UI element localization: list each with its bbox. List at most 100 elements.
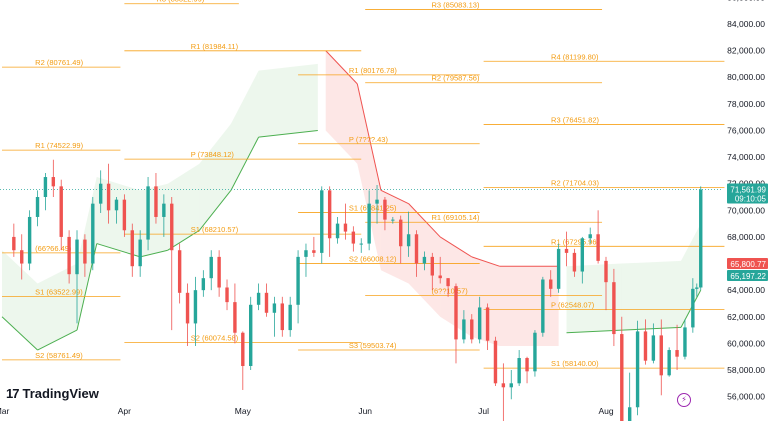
candle-down[interactable] [612,282,616,335]
candle-up[interactable] [406,234,411,247]
candle-down[interactable] [493,340,498,384]
candle-up[interactable] [320,190,324,253]
candle-up[interactable] [509,383,513,388]
candle-down[interactable] [217,256,221,288]
candle-up[interactable] [580,238,585,272]
candle-down[interactable] [351,231,356,244]
candle-down[interactable] [643,331,648,361]
candle-down[interactable] [470,319,474,340]
candle-down[interactable] [170,203,174,251]
candle-down[interactable] [177,250,182,293]
candle-down[interactable] [525,358,529,372]
candle-up[interactable] [359,243,363,245]
candle-up[interactable] [27,216,32,264]
candle-up[interactable] [146,186,150,240]
price-tag-countdown: 09:10:05 [735,195,767,204]
candle-down[interactable] [130,230,134,267]
candle-up[interactable] [462,319,466,340]
candle-down[interactable] [154,186,158,217]
pivot-label-r1: R1 (67295.96) [551,237,599,246]
y-axis-tick-label: 64,000.00 [727,285,765,295]
candle-down[interactable] [454,286,458,340]
price-tag-bg [727,183,768,204]
candle-down[interactable] [438,275,442,279]
candle-down[interactable] [430,256,435,276]
candle-up[interactable] [98,183,103,204]
candle-down[interactable] [501,383,506,388]
candle-down[interactable] [414,234,419,264]
candle-up[interactable] [304,250,308,257]
candle-down[interactable] [383,199,387,220]
supertrend-uptrend-fill [37,263,78,351]
candle-down[interactable] [446,278,450,287]
candle-down[interactable] [59,186,63,237]
candle-down[interactable] [620,334,624,421]
candle-up[interactable] [691,288,695,328]
candle-up[interactable] [335,223,340,239]
candle-down[interactable] [343,223,348,232]
candle-up[interactable] [667,350,671,376]
candle-up[interactable] [75,239,79,275]
candle-down[interactable] [106,183,111,211]
candle-up[interactable] [477,307,482,340]
candle-up[interactable] [391,219,395,221]
candle-up[interactable] [533,332,537,372]
candle-down[interactable] [399,219,403,247]
candle-down[interactable] [596,234,600,261]
candle-down[interactable] [67,236,71,275]
candle-up[interactable] [201,278,206,291]
candle-up[interactable] [43,177,48,197]
candle-up[interactable] [162,203,166,217]
candle-up[interactable] [627,407,632,421]
candle-down[interactable] [675,350,679,357]
y-axis-tick-label: 74,000.00 [727,152,765,162]
candle-up[interactable] [367,203,371,244]
candle-up[interactable] [288,304,292,331]
candle-down[interactable] [233,302,237,333]
candle-up[interactable] [422,256,427,264]
candle-down[interactable] [604,260,608,283]
candle-up[interactable] [249,304,253,367]
candle-up[interactable] [541,279,545,333]
price-tag-value: 71,561.99 [730,186,766,195]
candle-down[interactable] [485,307,490,341]
candle-down[interactable] [12,236,16,251]
candle-up[interactable] [699,189,703,288]
candle-down[interactable] [241,332,245,367]
candle-down[interactable] [83,239,87,264]
candle-up[interactable] [695,287,699,289]
candle-down[interactable] [312,250,316,253]
candle-down[interactable] [564,248,569,253]
candle-up[interactable] [91,203,95,264]
lightning-bolt-icon[interactable]: ⚡ [677,393,691,407]
candle-up[interactable] [588,234,592,239]
candle-down[interactable] [51,177,56,187]
candle-up[interactable] [138,239,142,267]
candle-up[interactable] [635,331,640,408]
candle-down[interactable] [122,199,127,231]
candle-down[interactable] [264,292,269,313]
candle-down[interactable] [327,190,332,239]
candle-up[interactable] [517,358,521,384]
candle-down[interactable] [549,279,553,289]
candle-up[interactable] [296,256,300,305]
candle-up[interactable] [209,256,213,279]
candle-up[interactable] [272,303,277,313]
candle-up[interactable] [193,290,198,324]
candle-down[interactable] [225,287,229,303]
candle-up[interactable] [683,327,687,357]
candle-down[interactable] [572,252,577,272]
candle-up[interactable] [651,335,656,361]
candle-up[interactable] [35,197,40,217]
candle-down[interactable] [20,250,24,264]
candle-down[interactable] [185,292,190,324]
candle-up[interactable] [375,199,379,204]
candle-down[interactable] [659,335,663,376]
candle-up[interactable] [256,292,261,305]
candle-up[interactable] [556,248,561,289]
candle-up[interactable] [114,199,119,211]
candle-down[interactable] [280,303,284,331]
tradingview-logo[interactable]: 17 TradingView [6,386,99,401]
